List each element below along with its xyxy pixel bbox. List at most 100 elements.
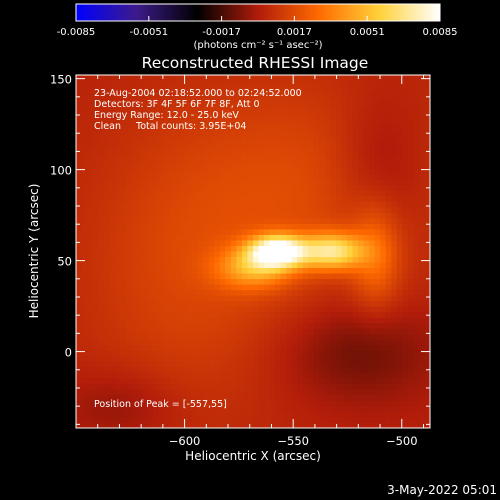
heatmap-cell [335, 290, 343, 297]
heatmap-cell [341, 168, 348, 175]
heatmap-cell [203, 152, 210, 159]
heatmap-cell [103, 367, 110, 374]
heatmap-cell [253, 383, 260, 390]
heatmap-cell [153, 317, 160, 324]
heatmap-cell [153, 124, 160, 131]
heatmap-cell [109, 383, 116, 390]
heatmap-cell [136, 207, 143, 214]
heatmap-cell [391, 416, 398, 424]
heatmap-cell [192, 416, 199, 424]
heatmap-cell [302, 185, 309, 192]
heatmap-cell [175, 168, 182, 175]
heatmap-cell [103, 141, 110, 148]
heatmap-cell [125, 279, 132, 286]
heatmap-cell [153, 301, 160, 308]
heatmap-cell [297, 394, 304, 402]
heatmap-cell [258, 234, 265, 242]
heatmap-cell [147, 284, 155, 291]
heatmap-cell [236, 323, 243, 330]
heatmap-cell [380, 130, 387, 137]
heatmap-cell [175, 328, 182, 335]
heatmap-cell [258, 328, 265, 335]
heatmap-cell [269, 152, 276, 159]
heatmap-cell [385, 372, 392, 379]
heatmap-cell [214, 312, 221, 319]
heatmap-cell [92, 108, 99, 115]
heatmap-cell [181, 240, 188, 247]
heatmap-cell [330, 372, 337, 379]
heatmap-cell [280, 141, 287, 148]
heatmap-cell [302, 422, 309, 428]
heatmap-cell [241, 223, 249, 231]
heatmap-cell [391, 394, 398, 402]
heatmap-cell [230, 328, 238, 335]
heatmap-cell [208, 201, 215, 208]
heatmap-cell [208, 339, 215, 346]
heatmap-cell [352, 212, 359, 220]
heatmap-cell [308, 108, 315, 115]
heatmap-cell [269, 367, 276, 374]
heatmap-cell [230, 416, 238, 424]
heatmap-cell [114, 135, 121, 142]
heatmap-cell [76, 339, 83, 346]
heatmap-cell [413, 157, 420, 164]
heatmap-cell [92, 257, 99, 264]
heatmap-cell [186, 245, 193, 253]
heatmap-cell [330, 152, 337, 159]
heatmap-cell [120, 383, 127, 390]
heatmap-cell [186, 306, 193, 313]
heatmap-cell [87, 168, 94, 175]
heatmap-cell [98, 356, 105, 363]
heatmap-cell [92, 207, 99, 214]
heatmap-cell [164, 229, 171, 236]
heatmap-cell [358, 174, 365, 181]
heatmap-cell [324, 262, 332, 269]
heatmap-cell [109, 141, 116, 148]
heatmap-cell [324, 75, 332, 82]
heatmap-cell [407, 207, 415, 214]
heatmap-cell [418, 185, 426, 192]
heatmap-cell [302, 268, 309, 275]
heatmap-cell [413, 86, 420, 93]
heatmap-cell [253, 317, 260, 324]
heatmap-cell [230, 212, 238, 220]
heatmap-cell [424, 367, 430, 374]
heatmap-cell [158, 312, 166, 319]
heatmap-cell [380, 80, 387, 87]
heatmap-cell [297, 245, 304, 253]
heatmap-cell [413, 223, 420, 231]
heatmap-cell [280, 422, 287, 428]
heatmap-cell [147, 218, 155, 225]
heatmap-cell [114, 201, 121, 208]
heatmap-cell [402, 273, 409, 280]
heatmap-cell [358, 86, 365, 93]
heatmap-cell [76, 400, 83, 407]
heatmap-cell [247, 356, 254, 363]
heatmap-cell [313, 190, 320, 197]
heatmap-cell [324, 290, 332, 297]
heatmap-cell [302, 383, 309, 390]
heatmap-cell [324, 234, 332, 242]
heatmap-cell [170, 185, 177, 192]
heatmap-cell [335, 113, 343, 120]
heatmap-cell [98, 212, 105, 220]
heatmap-cell [147, 361, 155, 368]
heatmap-cell [302, 135, 309, 142]
heatmap-cell [109, 75, 116, 82]
heatmap-cell [120, 207, 127, 214]
heatmap-cell [131, 119, 138, 126]
heatmap-cell [418, 339, 426, 346]
heatmap-cell [131, 411, 138, 418]
heatmap-cell [192, 124, 199, 131]
heatmap-cell [258, 223, 265, 231]
heatmap-cell [363, 400, 370, 407]
heatmap-cell [424, 372, 430, 379]
heatmap-cell [275, 383, 282, 390]
heatmap-cell [363, 234, 370, 242]
heatmap-cell [247, 394, 254, 402]
heatmap-cell [347, 124, 354, 131]
heatmap-cell [241, 356, 249, 363]
heatmap-cell [225, 405, 232, 413]
heatmap-cell [341, 416, 348, 424]
heatmap-cell [170, 422, 177, 428]
